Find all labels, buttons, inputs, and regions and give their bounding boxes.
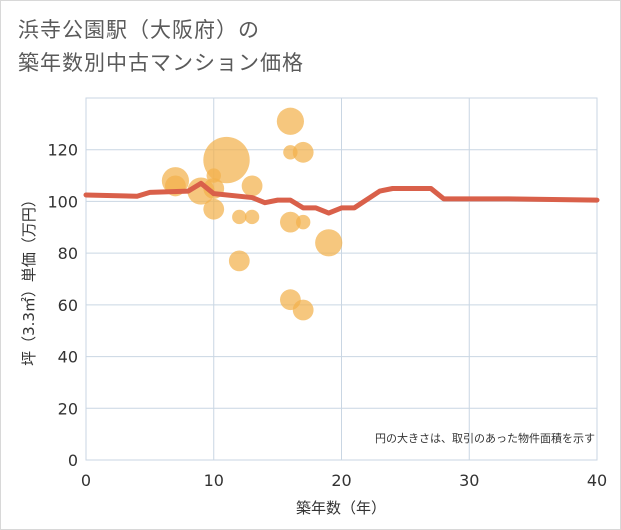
data-bubble [276,107,304,135]
data-bubble [315,229,343,257]
data-bubble [280,211,301,233]
data-bubble [241,175,263,197]
data-bubble [292,299,314,321]
tick-labels: 0 10 20 30 40 0 20 40 60 80 100 120 [47,141,607,490]
title-line-2: 築年数別中古マンション価格 [18,51,304,75]
y-tick-label: 80 [58,244,78,263]
grid-lines [85,98,597,461]
data-bubble [203,198,225,220]
data-bubble [228,250,250,272]
y-tick-label: 0 [68,451,78,470]
data-bubble [244,209,260,225]
x-tick-label: 30 [459,471,479,490]
average-price-line [83,180,600,216]
y-tick-label: 40 [58,348,78,367]
x-tick-label: 40 [587,471,607,490]
data-bubble [232,209,247,225]
x-tick-label: 20 [331,471,351,490]
y-tick-label: 100 [47,192,78,211]
x-axis-label: 築年数（年） [296,499,386,517]
y-axis-label: 坪（3.3㎡）単価（万円） [20,192,38,366]
size-annotation: 円の大きさは、取引のあった物件面積を示す [375,431,595,445]
x-tick-label: 0 [81,471,91,490]
y-tick-label: 60 [58,296,78,315]
title-line-1: 浜寺公園駅（大阪府）の [18,18,260,42]
chart-title: 浜寺公園駅（大阪府）の築年数別中古マンション価格 [18,14,304,80]
data-bubble [203,136,250,184]
data-bubble [292,141,314,163]
line-layer [83,180,600,216]
data-bubble [295,214,311,230]
y-tick-label: 120 [47,141,78,160]
y-tick-label: 20 [58,399,78,418]
x-tick-label: 10 [204,471,224,490]
